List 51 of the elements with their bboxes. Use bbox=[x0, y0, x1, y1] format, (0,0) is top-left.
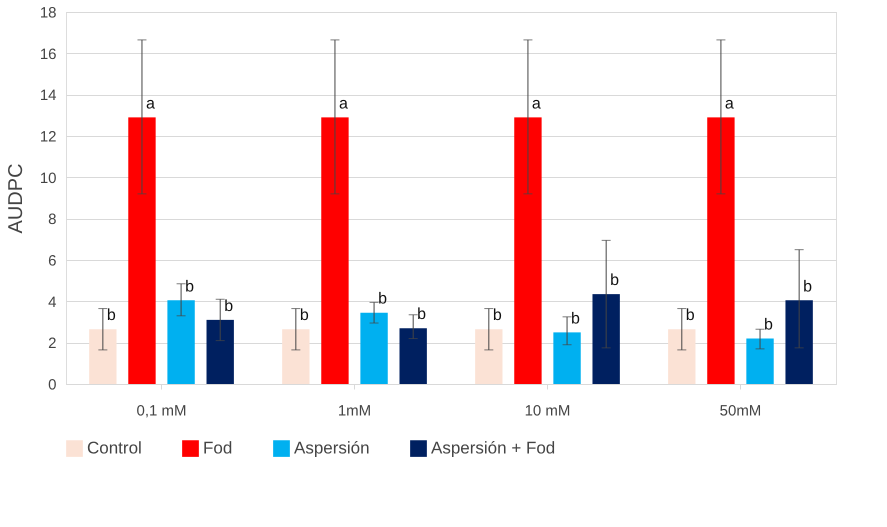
data-label: b bbox=[571, 310, 580, 328]
data-label: b bbox=[610, 272, 620, 290]
y-tick-label: 2 bbox=[48, 335, 56, 352]
x-tick-label: 0,1 mM bbox=[136, 402, 187, 420]
bar bbox=[128, 117, 156, 384]
legend-label: Fod bbox=[203, 438, 232, 458]
bar bbox=[592, 294, 620, 384]
bar bbox=[282, 329, 310, 384]
data-label: b bbox=[378, 290, 388, 308]
x-tick-label: 1mM bbox=[338, 402, 372, 420]
bar bbox=[167, 300, 195, 384]
y-tick-label: 4 bbox=[48, 294, 56, 311]
data-label: b bbox=[185, 278, 194, 296]
bar bbox=[321, 117, 349, 384]
legend-label: Control bbox=[87, 438, 142, 458]
data-label: b bbox=[686, 307, 695, 324]
data-label: a bbox=[724, 95, 734, 112]
bar bbox=[668, 329, 696, 384]
x-tick-label: 10 mM bbox=[524, 402, 570, 420]
y-tick-label: 8 bbox=[48, 211, 56, 228]
bar bbox=[206, 320, 234, 384]
y-tick-label: 18 bbox=[40, 4, 56, 22]
y-tick-label: 0 bbox=[48, 376, 56, 394]
bar bbox=[553, 332, 581, 384]
bar bbox=[785, 300, 813, 384]
data-label: b bbox=[492, 307, 502, 324]
bar bbox=[475, 329, 503, 384]
bar bbox=[360, 312, 388, 384]
bar bbox=[399, 328, 427, 384]
bar bbox=[746, 338, 774, 384]
legend-label: Aspersión + Fod bbox=[431, 438, 556, 458]
y-tick-label: 6 bbox=[48, 252, 56, 270]
y-axis-title: AUDPC bbox=[4, 163, 27, 234]
bar bbox=[514, 117, 542, 384]
data-label: b bbox=[764, 316, 774, 334]
y-tick-label: 14 bbox=[40, 87, 56, 104]
data-label: b bbox=[803, 278, 812, 296]
bar bbox=[707, 117, 735, 384]
data-label: a bbox=[532, 95, 541, 112]
data-label: b bbox=[224, 298, 234, 315]
data-label: b bbox=[106, 307, 116, 324]
y-tick-label: 12 bbox=[40, 128, 56, 146]
x-tick-label: 50mM bbox=[720, 402, 762, 420]
y-tick-label: 10 bbox=[40, 170, 56, 187]
y-tick-label: 16 bbox=[40, 46, 56, 63]
data-label: a bbox=[146, 95, 155, 112]
legend-label: Aspersión bbox=[294, 438, 370, 458]
data-label: a bbox=[338, 95, 348, 112]
bar bbox=[89, 329, 117, 384]
data-label: b bbox=[300, 307, 309, 324]
data-label: b bbox=[417, 306, 426, 324]
